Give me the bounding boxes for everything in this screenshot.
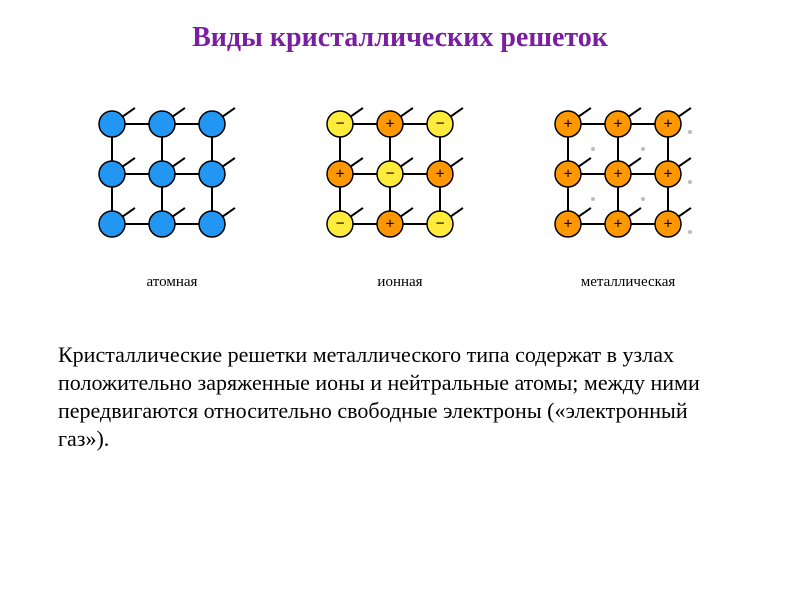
svg-text:−: − [335,116,344,133]
electron-dot [688,130,692,134]
svg-text:+: + [613,216,622,233]
svg-text:−: − [335,216,344,233]
lattice-node [99,111,125,137]
labels-row: атомная ионная металлическая [40,274,760,291]
electron-dot [688,230,692,234]
svg-text:+: + [435,166,444,183]
svg-text:+: + [613,116,622,133]
svg-text:+: + [663,216,672,233]
lattice-node [149,111,175,137]
lattice-label-metallic: металлическая [538,274,718,291]
lattice-node [199,161,225,187]
lattice-svg: + + + + + + + + + [538,84,718,264]
lattice-node [199,211,225,237]
lattice-node [149,211,175,237]
lattice-node [149,161,175,187]
svg-text:+: + [385,116,394,133]
electron-dot [641,147,645,151]
svg-text:+: + [385,216,394,233]
svg-text:+: + [563,116,572,133]
svg-text:+: + [663,116,672,133]
slide: Виды кристаллических решеток − + − + − + − + − +… [0,0,800,600]
lattice-node [99,161,125,187]
svg-text:−: − [435,116,444,133]
svg-text:+: + [563,216,572,233]
page-title: Виды кристаллических решеток [40,22,760,54]
electron-dot [591,197,595,201]
lattice-metallic: + + + + + + + + + [538,84,718,264]
svg-text:−: − [385,166,394,183]
electron-dot [591,147,595,151]
electron-dot [688,180,692,184]
lattice-label-ionic: ионная [310,274,490,291]
lattice-atomic [82,84,262,264]
lattice-svg: − + − + − + − + − [310,84,490,264]
svg-text:+: + [563,166,572,183]
diagrams-row: − + − + − + − + − + + + + + + + + + [40,84,760,264]
lattice-node [199,111,225,137]
svg-text:+: + [613,166,622,183]
electron-dot [641,197,645,201]
svg-text:+: + [663,166,672,183]
lattice-ionic: − + − + − + − + − [310,84,490,264]
lattice-label-atomic: атомная [82,274,262,291]
lattice-node [99,211,125,237]
svg-text:−: − [435,216,444,233]
body-text: Кристаллические решетки металлического т… [40,341,760,454]
lattice-svg [82,84,262,264]
svg-text:+: + [335,166,344,183]
